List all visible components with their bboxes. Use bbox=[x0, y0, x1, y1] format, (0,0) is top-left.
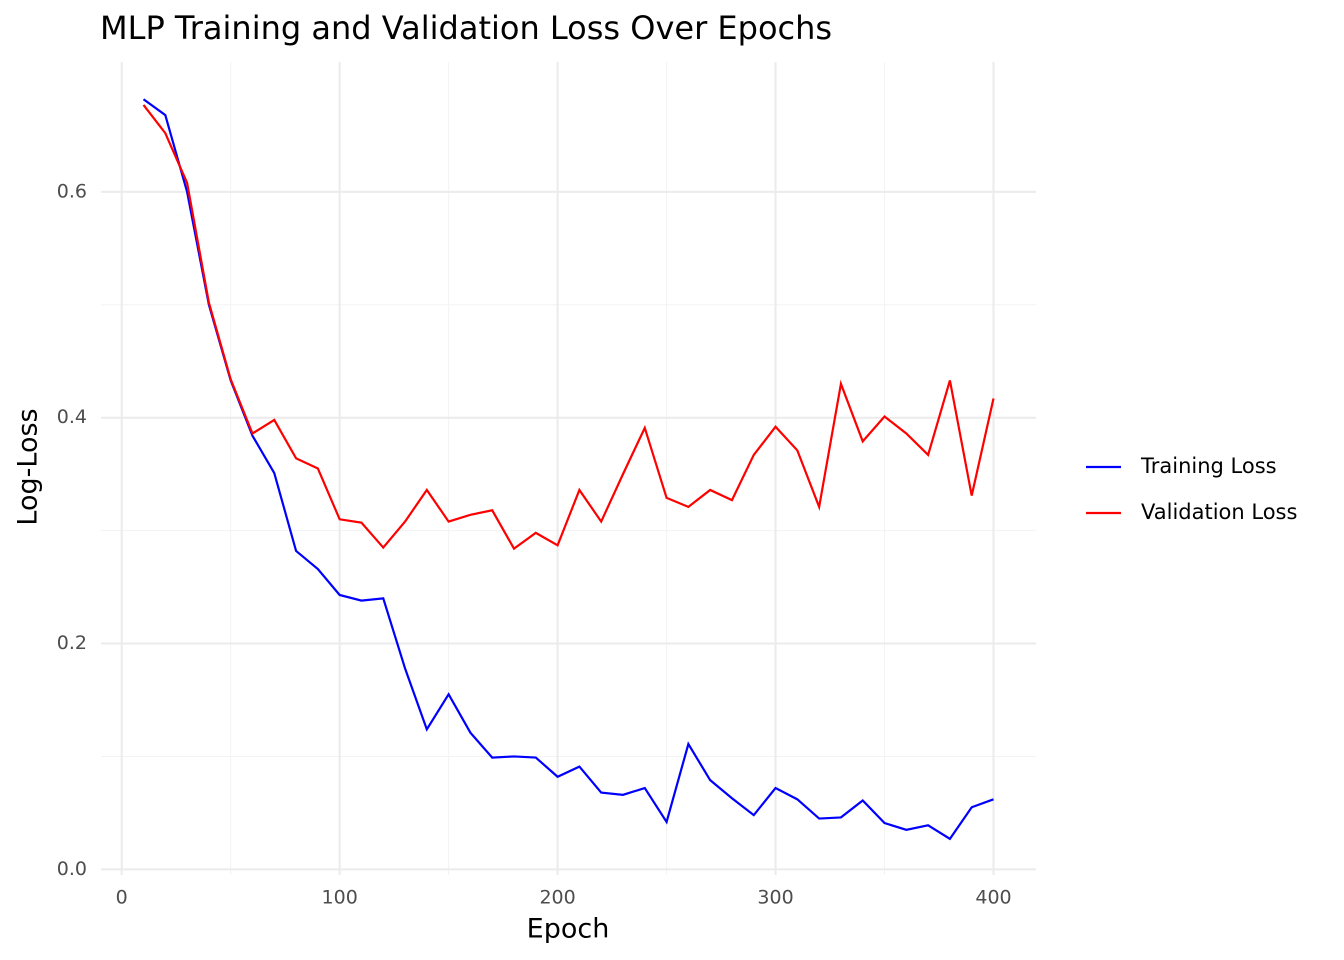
chart-title: MLP Training and Validation Loss Over Ep… bbox=[100, 9, 832, 47]
y-tick-label: 0.4 bbox=[57, 406, 87, 428]
x-tick-label: 200 bbox=[539, 887, 575, 909]
y-tick-label: 0.2 bbox=[57, 632, 87, 654]
line-series bbox=[142, 104, 995, 551]
x-tick-label: 100 bbox=[322, 887, 358, 909]
x-tick-label: 0 bbox=[116, 887, 128, 909]
x-tick-label: 400 bbox=[975, 887, 1011, 909]
y-tick-label: 0.0 bbox=[57, 858, 87, 880]
legend-label: Training Loss bbox=[1140, 454, 1277, 478]
y-tick-label: 0.6 bbox=[57, 180, 87, 202]
line-series bbox=[142, 98, 994, 841]
x-tick-label: 300 bbox=[757, 887, 793, 909]
x-axis-label: Epoch bbox=[527, 914, 610, 945]
legend-label: Validation Loss bbox=[1141, 500, 1297, 524]
y-axis-label: Log-Loss bbox=[13, 408, 44, 525]
